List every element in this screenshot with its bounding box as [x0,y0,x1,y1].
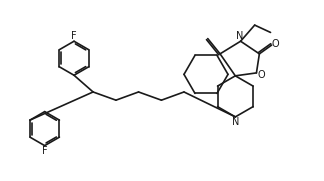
Text: N: N [236,31,244,41]
Text: O: O [272,39,280,49]
Text: O: O [258,70,266,80]
Text: F: F [42,146,48,156]
Text: N: N [232,117,239,127]
Text: F: F [71,31,77,41]
